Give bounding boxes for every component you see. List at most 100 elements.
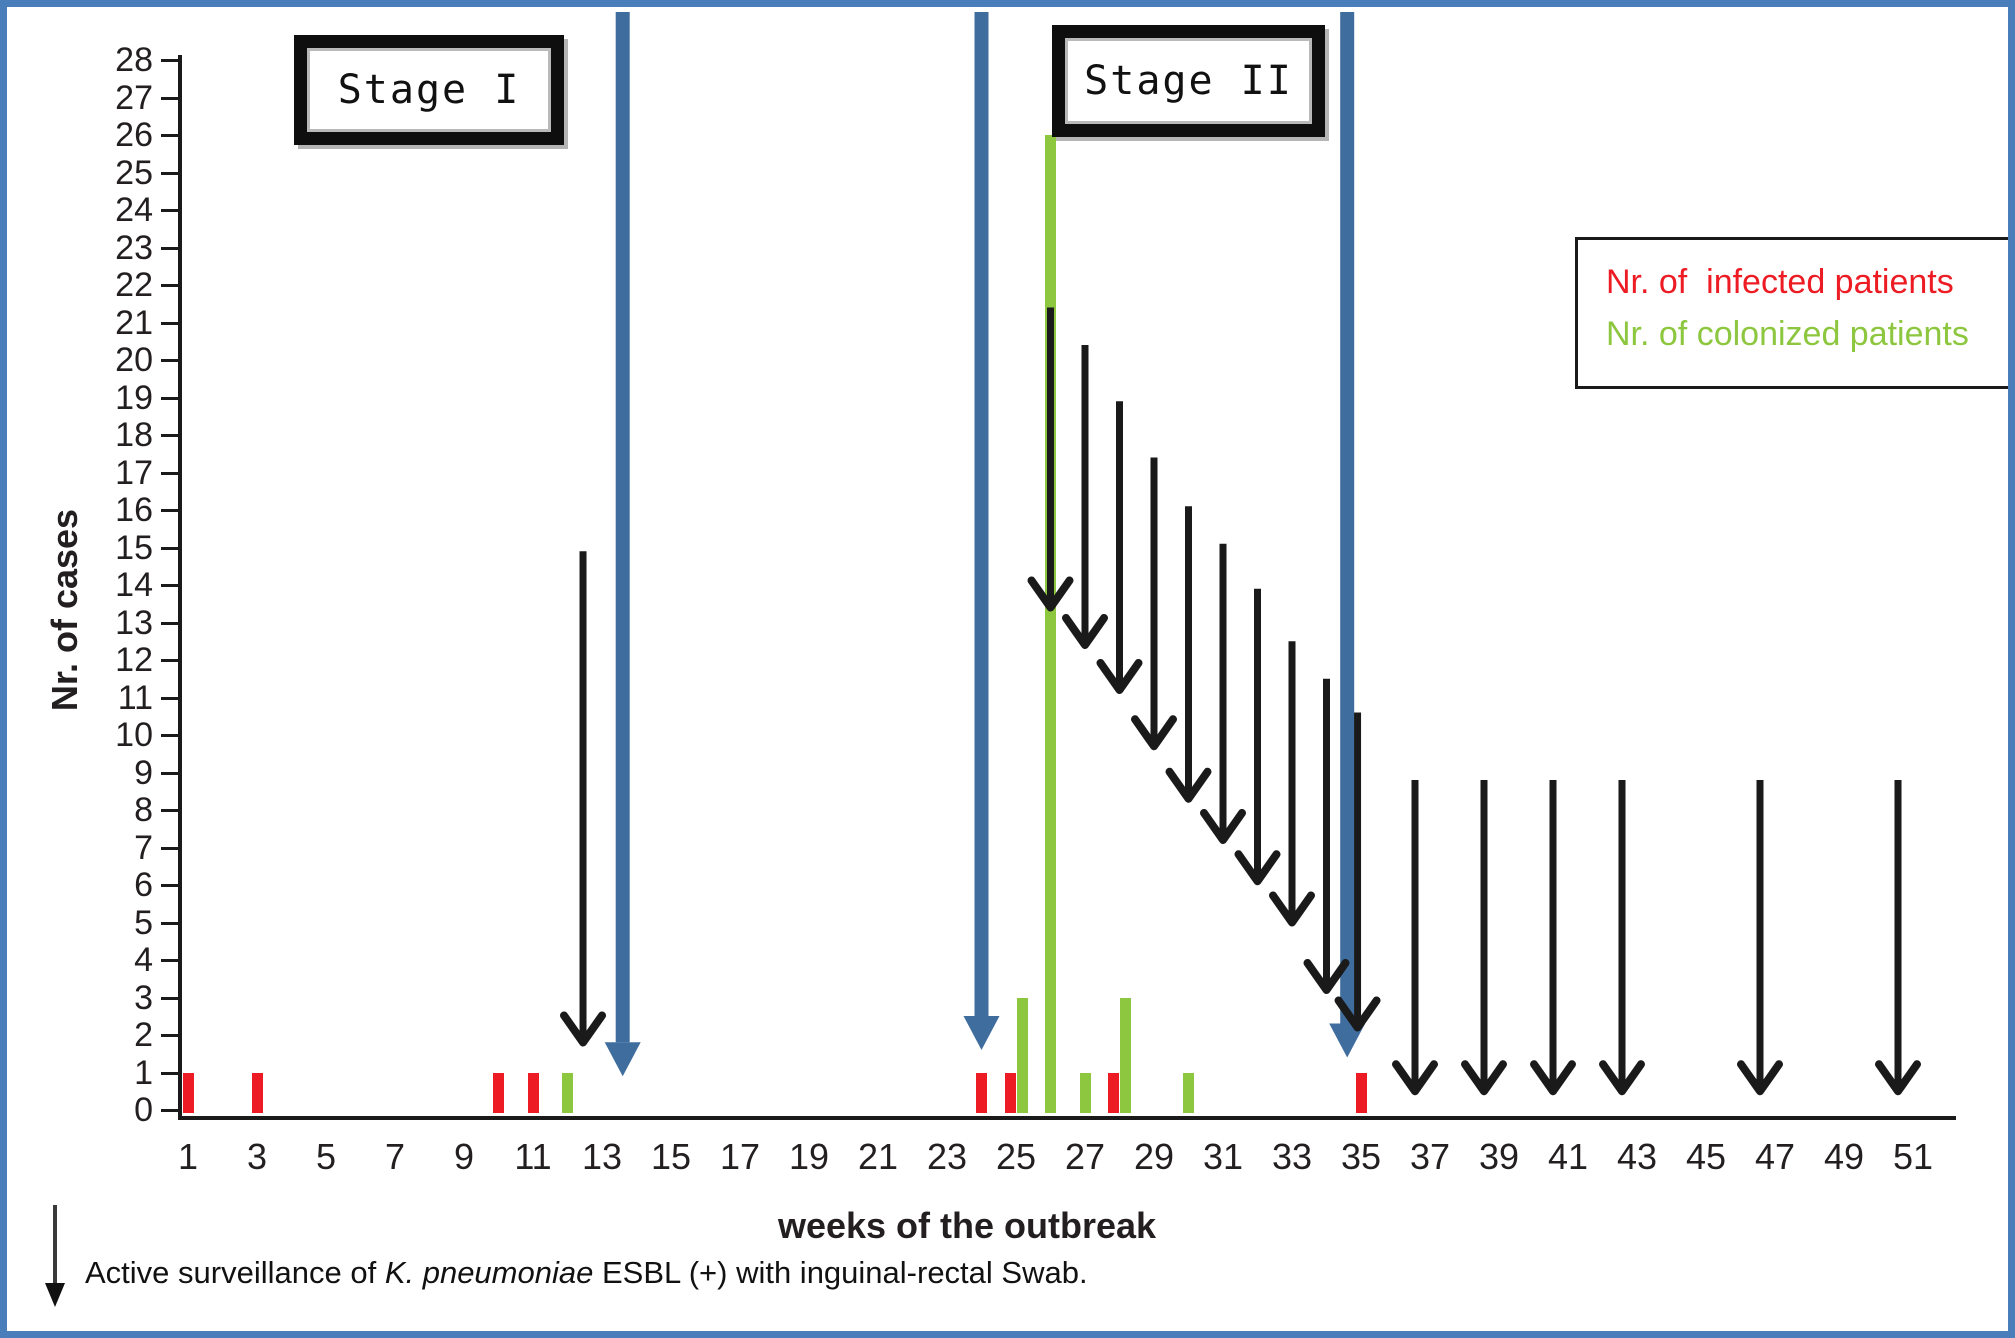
y-tick-label: 18 <box>115 416 153 454</box>
colonized-bar <box>1079 1072 1091 1113</box>
y-tick <box>161 846 178 850</box>
x-tick-label: 11 <box>514 1136 552 1177</box>
surveillance-arrow <box>1530 780 1576 1096</box>
x-tick-label: 45 <box>1685 1136 1727 1177</box>
y-tick <box>161 171 178 175</box>
y-tick-label: 6 <box>134 866 153 904</box>
y-tick-label: 25 <box>115 153 153 192</box>
y-tick <box>161 321 178 325</box>
y-tick-label: 23 <box>115 228 153 267</box>
y-tick-label: 26 <box>115 116 153 154</box>
y-tick-label: 8 <box>134 791 153 829</box>
y-tick-label: 9 <box>134 753 153 792</box>
legend-box: Nr. of infected patients Nr. of colonize… <box>1575 237 2008 389</box>
colonized-bar <box>562 1072 573 1113</box>
y-tick <box>161 884 178 887</box>
y-tick <box>161 696 178 700</box>
x-tick-label: 25 <box>995 1136 1037 1177</box>
blue-stage-arrow <box>1329 12 1366 1058</box>
x-tick-label: 5 <box>315 1136 337 1177</box>
x-tick-label: 39 <box>1478 1136 1520 1177</box>
x-tick-label: 43 <box>1616 1136 1658 1177</box>
y-tick <box>161 959 178 962</box>
x-tick-label: 15 <box>650 1136 692 1177</box>
y-tick <box>161 209 178 212</box>
y-tick <box>161 809 178 812</box>
y-tick <box>161 434 178 437</box>
legend-item-infected: Nr. of infected patients <box>1606 263 1954 301</box>
y-tick-label: 2 <box>134 1016 153 1054</box>
surveillance-arrow <box>1165 506 1212 803</box>
y-tick <box>161 134 178 137</box>
infected-bar <box>1004 1072 1016 1113</box>
y-tick <box>161 621 178 625</box>
y-tick-label: 21 <box>115 303 153 342</box>
stage-i-label: Stage I <box>337 67 521 113</box>
y-tick <box>161 659 178 662</box>
y-tick-label: 3 <box>134 978 153 1017</box>
x-tick-label: 7 <box>384 1136 406 1177</box>
infected-bar <box>1108 1072 1119 1113</box>
y-tick <box>161 59 178 62</box>
y-tick-label: 19 <box>115 378 153 417</box>
infected-bar <box>1355 1072 1367 1113</box>
x-tick-label: 9 <box>453 1136 475 1177</box>
x-tick-label: 17 <box>719 1136 761 1177</box>
infected-bar <box>976 1072 987 1113</box>
x-tick-label: 49 <box>1823 1136 1865 1177</box>
y-tick-label: 27 <box>115 78 153 117</box>
x-tick-label: 21 <box>857 1136 899 1177</box>
y-tick-label: 7 <box>134 828 153 867</box>
surveillance-arrow <box>1303 678 1350 994</box>
x-tick-label: 27 <box>1064 1136 1106 1177</box>
y-tick-label: 14 <box>115 566 153 604</box>
y-tick <box>161 509 178 512</box>
y-tick <box>161 546 178 550</box>
infected-bar <box>182 1072 194 1113</box>
colonized-bar <box>1045 135 1056 1113</box>
surveillance-arrow <box>1131 457 1177 751</box>
surveillance-arrow <box>1599 780 1645 1096</box>
y-tick-label: 15 <box>115 528 153 567</box>
surveillance-arrow <box>1334 712 1381 1032</box>
x-axis-title: weeks of the outbreak <box>777 1205 1157 1246</box>
x-tick-label: 29 <box>1133 1136 1175 1177</box>
x-tick-label: 47 <box>1754 1136 1796 1177</box>
surveillance-arrow <box>1392 780 1438 1096</box>
y-tick-label: 22 <box>115 266 153 304</box>
y-tick <box>161 284 178 287</box>
legend-item-colonized: Nr. of colonized patients <box>1606 315 1969 353</box>
y-tick-label: 11 <box>117 678 153 717</box>
x-tick-label: 13 <box>581 1136 623 1177</box>
y-tick <box>161 771 178 775</box>
surveillance-arrow <box>1200 543 1246 844</box>
stage-i-box: Stage I <box>294 35 564 145</box>
y-tick-label: 20 <box>115 341 153 379</box>
y-tick <box>161 96 178 100</box>
colonized-bar <box>1120 997 1131 1113</box>
x-tick-label: 37 <box>1409 1136 1451 1177</box>
colonized-bar <box>1016 997 1028 1113</box>
y-tick <box>161 921 178 925</box>
infected-bar <box>493 1072 504 1113</box>
surveillance-arrow <box>1234 588 1281 886</box>
y-tick <box>161 996 178 1000</box>
y-tick-label: 24 <box>115 191 153 229</box>
y-tick-label: 0 <box>134 1091 153 1129</box>
y-tick <box>161 734 178 737</box>
y-tick-label: 5 <box>134 903 153 942</box>
y-tick <box>161 1034 178 1037</box>
footnote-text-italic: K. pneumoniae <box>384 1255 594 1290</box>
y-tick-label: 1 <box>134 1053 153 1092</box>
surveillance-arrow <box>1096 401 1143 694</box>
x-tick-label: 31 <box>1202 1136 1244 1177</box>
stage-ii-label: Stage II <box>1084 58 1293 104</box>
y-tick-label: 28 <box>115 41 153 79</box>
y-tick <box>161 1109 178 1112</box>
infected-bar <box>251 1072 263 1113</box>
blue-stage-arrow <box>963 12 1000 1050</box>
surveillance-arrow <box>1269 641 1315 927</box>
y-tick <box>161 359 178 362</box>
y-tick-label: 10 <box>115 716 153 754</box>
y-tick-label: 16 <box>115 491 153 529</box>
